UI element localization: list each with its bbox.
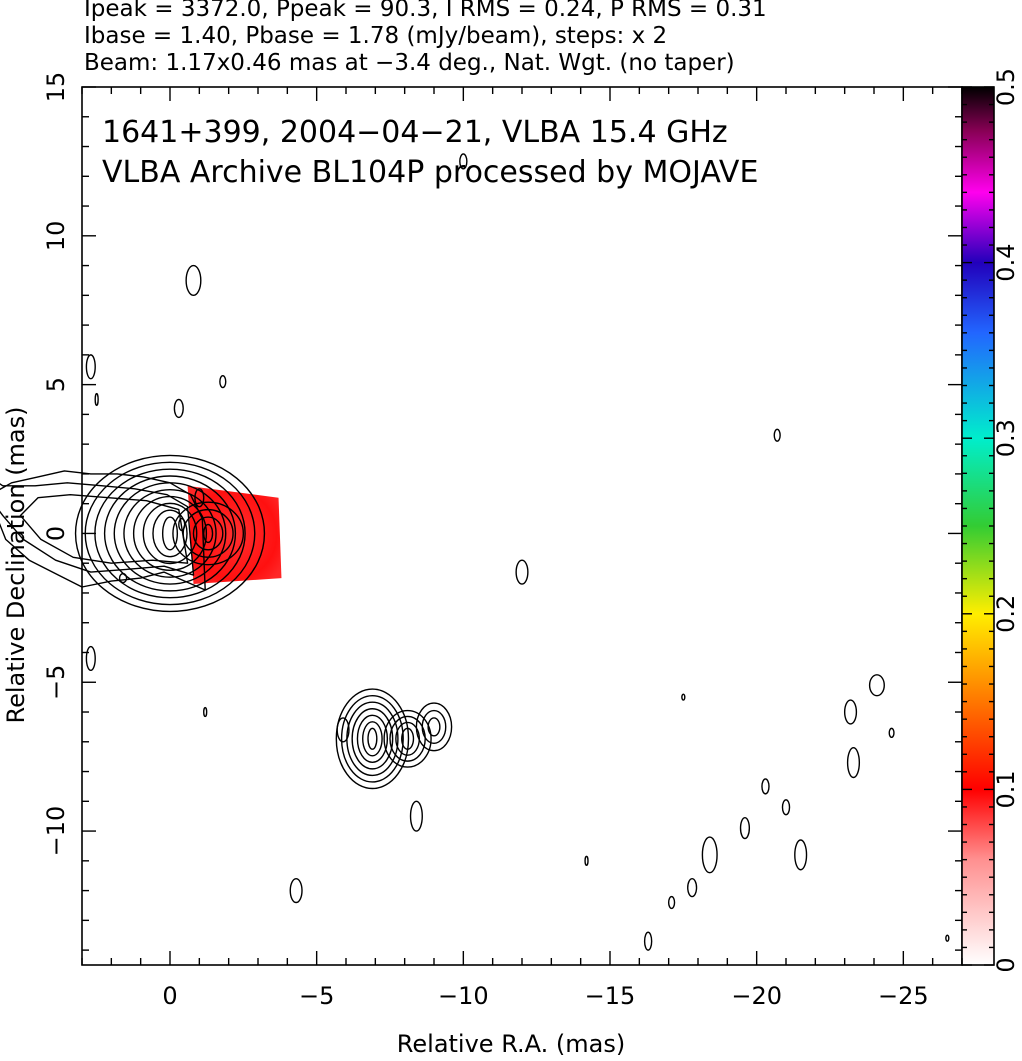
y-tick-label: 5	[42, 377, 70, 392]
contour-secondary	[192, 516, 224, 551]
noise-contour	[781, 799, 791, 816]
noise-contour	[888, 727, 895, 739]
x-tick-label: 0	[162, 982, 177, 1010]
y-axis-label: Relative Declination (mas)	[2, 406, 30, 724]
tick-labels: 0 −5 −10 −15 −20 −25 −10 −5 0 5 10 15 0 0.1 0.2 0.3 0.4 0…	[42, 68, 1020, 1010]
header-line-3: Beam: 1.17x0.46 mas at −3.4 deg., Nat. W…	[84, 50, 735, 76]
noise-contour	[584, 855, 589, 866]
noise-contour	[203, 706, 208, 718]
y-tick-label: 0	[42, 526, 70, 541]
contour-core	[152, 509, 188, 558]
noise-contour	[846, 747, 861, 779]
contour-core	[103, 475, 237, 592]
noise-contour	[945, 934, 950, 942]
noise-contour	[681, 693, 686, 701]
contour-layer	[0, 153, 950, 951]
y-tick-label: 15	[42, 72, 70, 103]
axis-ticks	[81, 86, 994, 966]
contour-core	[74, 454, 266, 613]
contour-image2-core	[351, 708, 394, 770]
noise-contour	[761, 778, 770, 795]
x-tick-label: −20	[731, 982, 782, 1010]
noise-contour	[687, 877, 698, 898]
noise-contour	[336, 717, 350, 743]
contour-image2-core	[356, 714, 389, 764]
noise-contour	[85, 645, 96, 672]
contour-image2-core	[367, 727, 378, 750]
y-tick-label: −5	[42, 665, 70, 700]
noise-contour	[868, 674, 885, 697]
colorbar-tick-label: 0.3	[992, 419, 1020, 457]
x-tick-label: −5	[299, 982, 334, 1010]
noise-contour	[643, 931, 653, 951]
x-axis-label: Relative R.A. (mas)	[396, 1030, 626, 1058]
jet-contour	[19, 494, 189, 564]
noise-contour	[118, 572, 128, 584]
noise-contour	[185, 264, 202, 297]
contour-image2-knot2	[415, 702, 453, 752]
contour-image2-core	[340, 694, 404, 783]
noise-contour	[173, 398, 184, 419]
plot-title: 1641+399, 2004−04−21, VLBA 15.4 GHz	[102, 115, 728, 150]
colorbar-tick-label: 0.4	[992, 244, 1020, 282]
noise-contour	[459, 153, 468, 170]
contour-core	[123, 488, 217, 578]
contour-secondary	[203, 523, 214, 544]
contour-image2-knot1	[383, 709, 432, 768]
y-tick-label: 10	[42, 221, 70, 252]
noise-contour	[701, 836, 718, 874]
contour-image2-knot2	[427, 717, 441, 737]
contour-image2-core	[362, 721, 383, 757]
colorbar-tick-label: 0	[992, 957, 1020, 972]
jet-contour	[0, 470, 206, 591]
contour-image2-knot2	[421, 709, 447, 744]
noise-contour	[515, 559, 529, 585]
noise-contour	[219, 374, 227, 389]
contour-core	[142, 502, 198, 565]
noise-contour	[85, 354, 96, 380]
x-tick-label: −10	[438, 982, 489, 1010]
colorbar-tick-label: 0.2	[992, 595, 1020, 633]
noise-contour	[843, 699, 858, 725]
noise-contour	[194, 488, 205, 508]
jet-contour	[0, 482, 195, 576]
noise-contour	[739, 816, 751, 840]
contour-image2-core	[335, 688, 410, 790]
header-line-2: Ibase = 1.40, Pbase = 1.78 (mJy/beam), s…	[84, 23, 668, 49]
x-tick-label: −25	[878, 982, 929, 1010]
contour-image2-knot1	[401, 727, 415, 750]
contour-core	[161, 516, 179, 551]
contour-secondary	[172, 501, 245, 566]
noise-contour	[94, 392, 99, 407]
colorbar-tick-label: 0.1	[992, 770, 1020, 808]
y-tick-label: −10	[42, 806, 70, 857]
plot-subtitle: VLBA Archive BL104P processed by MOJAVE	[102, 155, 759, 190]
x-tick-label: −15	[585, 982, 636, 1010]
header-line-1: Ipeak = 3372.0, Ppeak = 90.3, I RMS = 0.…	[84, 0, 767, 22]
colorbar-tick-label: 0.5	[992, 68, 1020, 106]
noise-contour	[409, 800, 423, 832]
noise-contour	[667, 895, 676, 910]
noise-contour	[794, 839, 808, 871]
noise-contour	[773, 428, 781, 442]
noise-contour	[289, 877, 303, 904]
noise-contour	[178, 517, 186, 532]
